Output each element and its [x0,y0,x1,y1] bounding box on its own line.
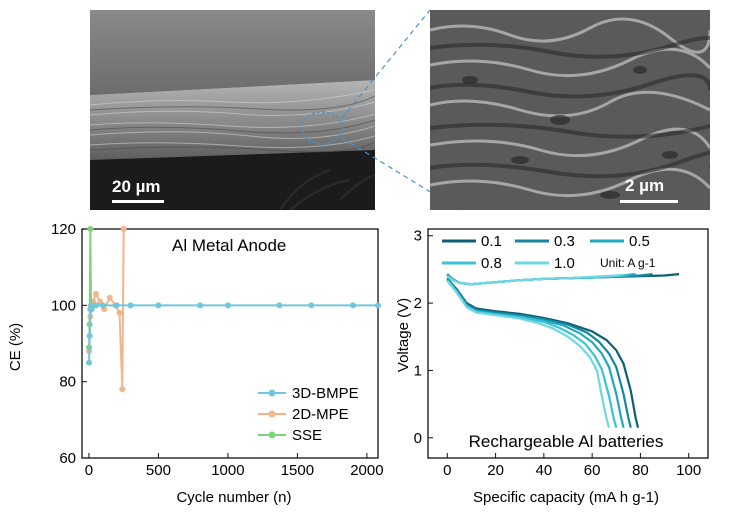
voltage-axes: 0 20 40 60 80 100 0 1 2 3 [414,228,709,479]
ce-y-tick-label: 120 [51,221,76,238]
scalebar-left [112,200,164,203]
voltage-x-tick-label: 20 [487,462,504,479]
ce-point-3D-BMPE [224,302,231,309]
voltage-x-tick-label: 40 [536,462,553,479]
voltage-discharge-curve-0.5 [446,278,625,428]
voltage-chart: 0 20 40 60 80 100 0 1 2 3 Rechargeable Al batteri… [395,228,709,506]
sem-image-magnified: 2 µm [430,10,710,210]
ce-x-axis-label: Cycle number (n) [176,489,291,506]
voltage-legend-label-0.1: 0.1 [481,233,502,250]
ce-axes: 0 500 1000 1500 2000 60 80 100 120 [51,221,384,479]
ce-legend: 3D-BMPE 2D-MPE SSE [258,385,359,444]
ce-legend-marker-3D-BMPE [268,389,276,397]
ce-point-SSE [87,226,94,232]
ce-chart: 0 500 1000 1500 2000 60 80 100 120 Al Metal Anod… [7,221,384,506]
ce-x-tick-label: 1500 [281,462,314,479]
ce-legend-label-3D-BMPE: 3D-BMPE [292,385,359,402]
ce-y-axis-label: CE (%) [7,323,24,371]
voltage-x-tick-label: 100 [676,462,701,479]
voltage-x-tick-label: 0 [443,462,451,479]
voltage-x-axis-label: Specific capacity (mA h g-1) [473,489,659,506]
voltage-series [446,273,680,428]
voltage-plot-frame [427,228,709,459]
ce-x-tick-label: 500 [146,462,171,479]
scalebar-label-right: 2 µm [625,176,665,195]
voltage-legend-unit: Unit: A g-1 [600,256,656,270]
ce-y-tick-label: 60 [59,450,76,467]
voltage-y-tick-label: 0 [414,430,422,447]
ce-point-3D-BMPE [197,302,204,309]
ce-y-tick-label: 100 [51,297,76,314]
ce-legend-label-2D-MPE: 2D-MPE [292,406,349,423]
ce-point-3D-BMPE [88,302,95,309]
ce-legend-marker-2D-MPE [268,410,276,418]
ce-series [86,226,381,393]
sem-image-cross-section: 20 µm [90,10,375,210]
ce-point-3D-BMPE [155,302,162,309]
ce-point-3D-BMPE [113,302,120,309]
ce-point-3D-BMPE [99,302,106,309]
voltage-x-tick-label: 80 [632,462,649,479]
ce-point-3D-BMPE [308,302,315,309]
ce-point-3D-BMPE [86,359,93,366]
sem-texture-right [430,10,710,210]
voltage-legend-label-0.3: 0.3 [554,233,575,250]
ce-point-2D-MPE [106,294,113,301]
ce-point-3D-BMPE [127,302,134,309]
voltage-legend-label-0.8: 0.8 [481,255,502,272]
ce-point-3D-BMPE [276,302,283,309]
ce-plot-frame [81,228,379,459]
scalebar-right [620,200,678,203]
ce-point-2D-MPE [120,226,127,232]
ce-point-2D-MPE [92,290,99,297]
ce-x-tick-label: 2000 [350,462,383,479]
ce-y-tick-label: 80 [59,374,76,391]
voltage-discharge-curve-1.0 [446,280,611,428]
voltage-discharge-curve-0.8 [446,279,618,428]
ce-point-3D-BMPE [86,332,93,339]
voltage-y-tick-label: 3 [414,228,422,245]
ce-series-line-3D-BMPE [88,304,378,363]
ce-legend-marker-SSE [268,431,276,439]
ce-chart-title: Al Metal Anode [172,236,286,255]
scalebar-label-left: 20 µm [112,177,161,196]
ce-legend-label-SSE: SSE [292,427,322,444]
voltage-y-tick-label: 1 [414,362,422,379]
voltage-x-tick-label: 60 [584,462,601,479]
voltage-y-tick-label: 2 [414,295,422,312]
voltage-legend-label-1.0: 1.0 [554,255,575,272]
voltage-y-axis-label: Voltage (V) [395,298,412,372]
ce-point-2D-MPE [119,386,126,393]
ce-x-tick-label: 0 [85,462,93,479]
ce-point-3D-BMPE [375,302,381,309]
voltage-charge-curve-1.0 [446,273,624,286]
voltage-legend: 0.1 0.3 0.5 0.8 1.0 [442,233,650,272]
voltage-chart-title: Rechargeable Al batteries [469,432,664,451]
voltage-legend-label-0.5: 0.5 [629,233,650,250]
ce-point-2D-MPE [116,309,123,316]
ce-x-tick-label: 1000 [211,462,244,479]
sem-texture-left [90,10,375,210]
ce-point-3D-BMPE [92,302,99,309]
ce-point-3D-BMPE [349,302,356,309]
